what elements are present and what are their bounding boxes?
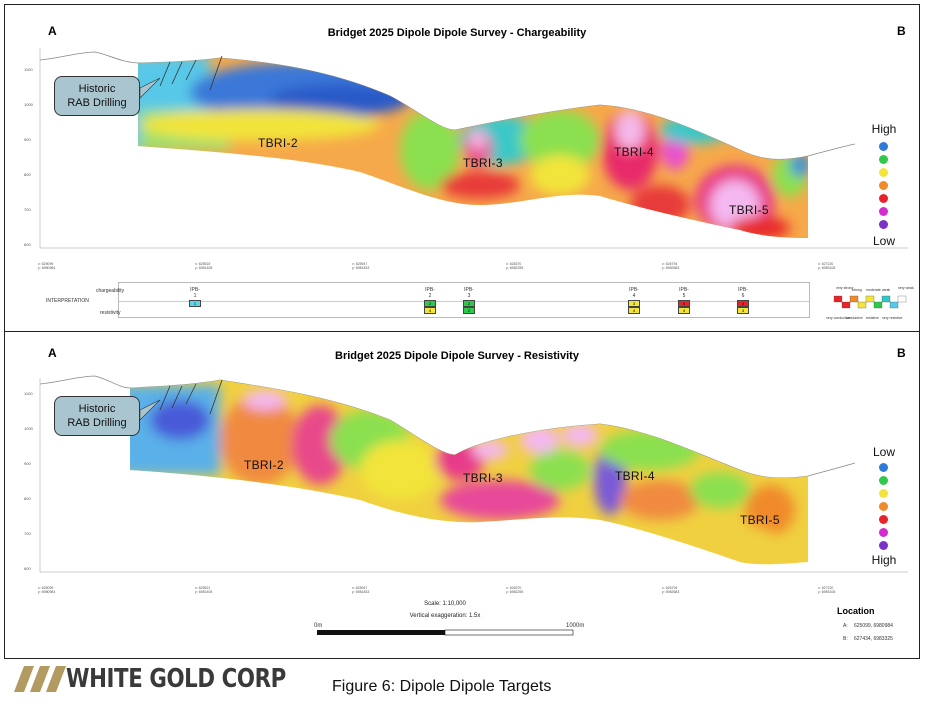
legend-dot-red <box>879 515 888 524</box>
scale-bar <box>317 629 574 636</box>
target-label: TBRI-3 <box>463 471 503 485</box>
location-b-value: 627434, 6983325 <box>854 636 893 642</box>
x-tick: x: 627220 y: 6983108 <box>818 262 836 270</box>
y-tick: 600 <box>24 566 31 571</box>
y-tick: 1000 <box>24 426 33 431</box>
y-tick: 900 <box>24 137 31 142</box>
target-label: TBRI-3 <box>463 156 503 170</box>
location-b-label: B: <box>843 636 848 642</box>
legend-dot-magenta <box>879 528 888 537</box>
ipb-item: IPB-1 1 <box>189 287 201 307</box>
key-label: resistive <box>866 316 879 320</box>
scale-bar-end: 1000m <box>566 623 585 629</box>
key-label: conductive <box>846 316 863 320</box>
key-label: very strong <box>836 286 854 290</box>
rab-drilling-callout-bottom: Historic RAB Drilling <box>54 396 140 436</box>
y-tick: 1100 <box>24 391 33 396</box>
interpretation-key <box>833 295 907 309</box>
x-tick: x: 626794 y: 6982683 <box>662 586 680 594</box>
figure-caption: Figure 6: Dipole Dipole Targets <box>332 678 552 695</box>
key-label: very conductive <box>826 316 851 320</box>
chargeability-row-label: chargeability <box>96 288 125 294</box>
x-tick: x: 625947 y: 6981833 <box>352 586 370 594</box>
legend-high-label: High <box>871 553 897 567</box>
chargeability-title: Bridget 2025 Dipole Dipole Survey - Char… <box>327 27 587 39</box>
vertical-exaggeration-text: Vertical exaggeration: 1.5x <box>409 613 481 619</box>
y-tick: 800 <box>24 172 31 177</box>
legend-dot-orange <box>879 502 888 511</box>
scale-bar-start: 0m <box>314 623 323 629</box>
x-tick: x: 625099 y: 6980984 <box>38 262 56 270</box>
section-label-b-top: B <box>897 24 906 38</box>
target-label: TBRI-4 <box>614 145 654 159</box>
x-tick: x: 625099 y: 6980984 <box>38 586 56 594</box>
x-tick: x: 627220 y: 6983108 <box>818 586 836 594</box>
key-label: very weak <box>898 286 914 290</box>
y-tick: 1000 <box>24 102 33 107</box>
x-tick: x: 626794 y: 6982683 <box>662 262 680 270</box>
company-logo-text: WHITE GOLD CORP <box>66 664 286 694</box>
x-tick: x: 625521 y: 6981408 <box>195 586 213 594</box>
x-tick: x: 625947 y: 6981833 <box>352 262 370 270</box>
location-a-label: A: <box>843 623 848 629</box>
ipb-item: IPB-4 3 4 <box>628 287 640 314</box>
y-tick: 700 <box>24 531 31 536</box>
key-label: moderate <box>866 288 881 292</box>
ipb-item: IPB-6 4 4 <box>737 287 749 314</box>
section-label-b-bottom: B <box>897 346 906 360</box>
target-label: TBRI-5 <box>740 513 780 527</box>
section-label-a-bottom: A <box>48 346 57 360</box>
legend-dot-magenta <box>879 207 888 216</box>
legend-low-label: Low <box>872 234 895 248</box>
legend-dot-yellow <box>879 168 888 177</box>
legend-dot-blue <box>879 463 888 472</box>
interpretation-label: INTERPRETATION <box>46 298 89 304</box>
x-tick: x: 626370 y: 6982255 <box>506 262 524 270</box>
ipb-item: IPB-5 4 4 <box>678 287 690 314</box>
scale-text: Scale: 1:10,000 <box>424 601 466 607</box>
y-tick: 900 <box>24 461 31 466</box>
resistivity-row-label: resistivity <box>100 310 121 316</box>
y-tick: 800 <box>24 496 31 501</box>
target-label: TBRI-4 <box>615 469 655 483</box>
legend-high-label: High <box>871 122 897 136</box>
y-tick: 1100 <box>24 67 33 72</box>
rab-drilling-callout-top: Historic RAB Drilling <box>54 76 140 116</box>
legend-dot-green <box>879 476 888 485</box>
resistivity-title: Bridget 2025 Dipole Dipole Survey - Resi… <box>335 350 579 362</box>
key-label: strong <box>852 288 862 292</box>
target-label: TBRI-2 <box>244 458 284 472</box>
legend-dot-green <box>879 155 888 164</box>
legend-dot-purple <box>879 220 888 229</box>
ipb-item: IPB-3 2 2 <box>463 287 475 314</box>
legend-dot-purple <box>879 541 888 550</box>
legend-dot-blue <box>879 142 888 151</box>
x-tick: x: 625515 y: 6981408 <box>195 262 213 270</box>
ipb-item: IPB-2 2 4 <box>424 287 436 314</box>
section-label-a-top: A <box>48 24 57 38</box>
y-tick: 600 <box>24 242 31 247</box>
y-tick: 700 <box>24 207 31 212</box>
target-label: TBRI-5 <box>729 203 769 217</box>
legend-dot-orange <box>879 181 888 190</box>
legend-dot-red <box>879 194 888 203</box>
x-tick: x: 626370 y: 6982255 <box>506 586 524 594</box>
legend-dot-yellow <box>879 489 888 498</box>
logo-mark <box>14 666 66 692</box>
target-label: TBRI-2 <box>258 136 298 150</box>
location-a-value: 625099, 6980984 <box>854 623 893 629</box>
legend-low-label: Low <box>872 445 895 459</box>
key-label: weak <box>882 288 891 292</box>
location-title: Location <box>837 606 875 616</box>
panel-divider <box>4 331 920 332</box>
key-label: very resistive <box>882 316 903 320</box>
